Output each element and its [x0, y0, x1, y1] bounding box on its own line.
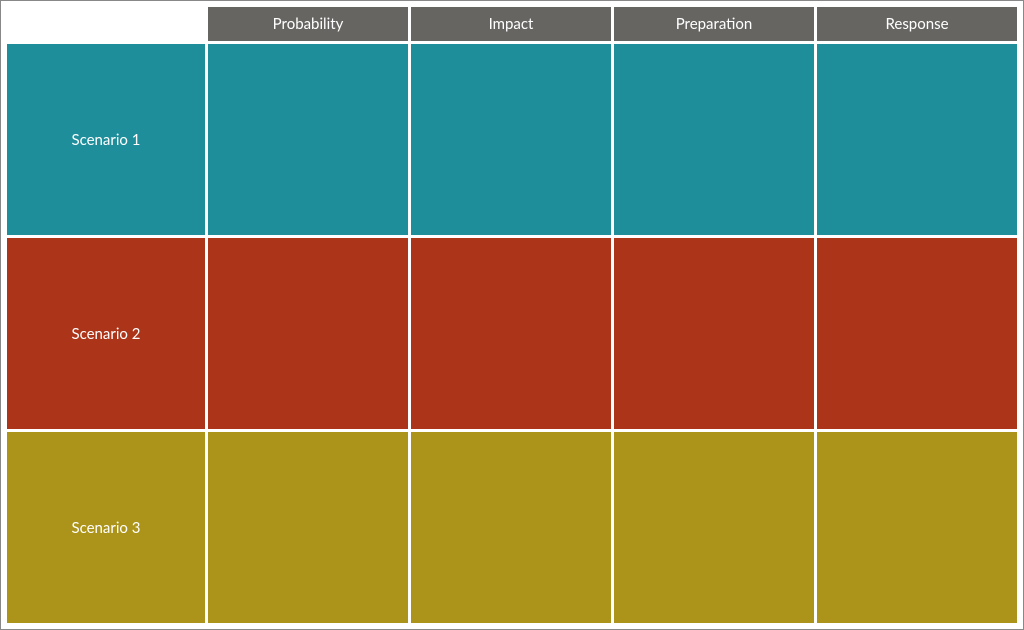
row-header-scenario-3: Scenario 3	[7, 432, 205, 623]
cell-r1-probability	[205, 44, 408, 235]
col-header-impact: Impact	[408, 7, 611, 41]
matrix-row-2: Scenario 2	[7, 235, 1017, 429]
matrix-row-1: Scenario 1	[7, 41, 1017, 235]
cell-r1-response	[814, 44, 1017, 235]
cell-r1-preparation	[611, 44, 814, 235]
cell-r3-preparation	[611, 432, 814, 623]
cell-r3-probability	[205, 432, 408, 623]
matrix-row-3: Scenario 3	[7, 429, 1017, 623]
cell-r1-impact	[408, 44, 611, 235]
scenario-matrix: Probability Impact Preparation Response …	[0, 0, 1024, 630]
cell-r2-impact	[408, 238, 611, 429]
corner-spacer	[7, 7, 205, 41]
column-header-row: Probability Impact Preparation Response	[7, 7, 1017, 41]
cell-r2-probability	[205, 238, 408, 429]
cell-r2-response	[814, 238, 1017, 429]
row-header-scenario-1: Scenario 1	[7, 44, 205, 235]
cell-r2-preparation	[611, 238, 814, 429]
matrix-body: Scenario 1 Scenario 2 Scenario 3	[7, 41, 1017, 623]
cell-r3-impact	[408, 432, 611, 623]
col-header-response: Response	[814, 7, 1017, 41]
col-header-preparation: Preparation	[611, 7, 814, 41]
col-header-probability: Probability	[205, 7, 408, 41]
row-header-scenario-2: Scenario 2	[7, 238, 205, 429]
cell-r3-response	[814, 432, 1017, 623]
